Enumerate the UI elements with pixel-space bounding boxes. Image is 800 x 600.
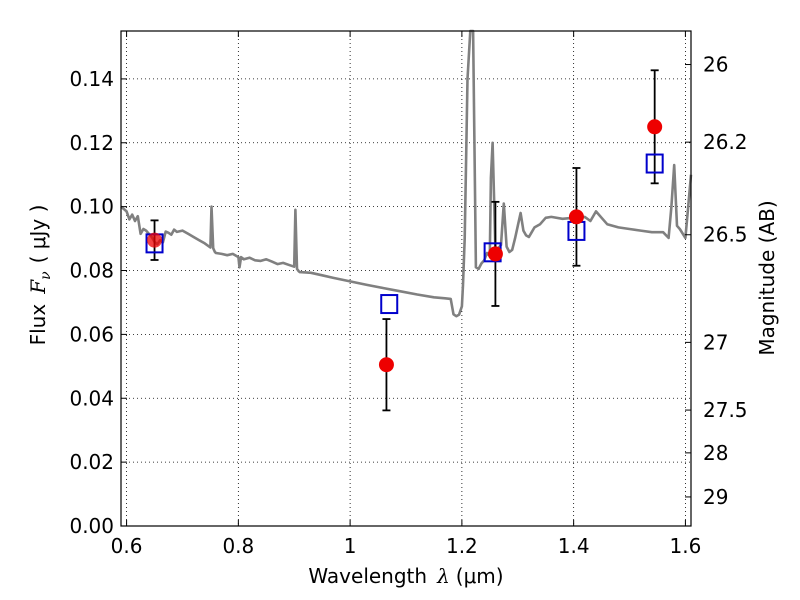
- y2-tick-label: 26.5: [703, 223, 748, 247]
- y2-axis-title: Magnitude (AB): [755, 200, 779, 355]
- y2-tick-label: 27: [703, 330, 728, 354]
- observed-point: [378, 357, 394, 373]
- model-point: [645, 153, 664, 174]
- y2-tick-label: 26.2: [703, 130, 748, 154]
- markers-layer: [145, 69, 664, 412]
- grid-lines: [121, 31, 691, 527]
- observed-point: [147, 232, 163, 248]
- y-tick-label: 0.00: [69, 514, 114, 538]
- tick-marks: [121, 31, 691, 527]
- x-axis-title: Wavelength λ (μm): [308, 564, 503, 588]
- y-axis-title: FluxFν( μJy ): [26, 205, 54, 346]
- y-tick-label: 0.04: [69, 386, 114, 410]
- y-tick-label: 0.06: [69, 322, 114, 346]
- x-tick-labels: 0.6 0.8 1 1.2 1.4 1.6: [111, 534, 702, 558]
- x-tick-label: 1.2: [446, 534, 478, 558]
- y-tick-label: 0.10: [69, 195, 114, 219]
- model-spectrum-line: [120, 29, 693, 318]
- y-tick-labels: 0.00 0.02 0.04 0.06 0.08 0.10 0.12 0.14: [69, 67, 114, 538]
- x-tick-label: 1.6: [670, 534, 702, 558]
- x-tick-label: 1.4: [558, 534, 590, 558]
- observed-point: [647, 119, 663, 135]
- model-point: [380, 294, 399, 315]
- plot-frame: [120, 30, 692, 527]
- observed-point: [568, 209, 584, 225]
- y-tick-label: 0.14: [69, 67, 114, 91]
- spectrum-layer: [120, 29, 693, 318]
- x-tick-label: 0.6: [111, 534, 143, 558]
- y-tick-label: 0.12: [69, 131, 114, 155]
- y-tick-label: 0.02: [69, 450, 114, 474]
- x-tick-label: 1: [344, 534, 357, 558]
- y-tick-label: 0.08: [69, 259, 114, 283]
- y2-tick-label: 26: [703, 53, 728, 77]
- x-tick-label: 0.8: [222, 534, 254, 558]
- y2-tick-label: 29: [703, 485, 728, 509]
- y2-tick-label: 28: [703, 441, 728, 465]
- y2-tick-label: 27.5: [703, 398, 748, 422]
- observed-point: [487, 246, 503, 262]
- y2-tick-labels: 26 26.2 26.5 27 27.5 28 29: [703, 53, 748, 509]
